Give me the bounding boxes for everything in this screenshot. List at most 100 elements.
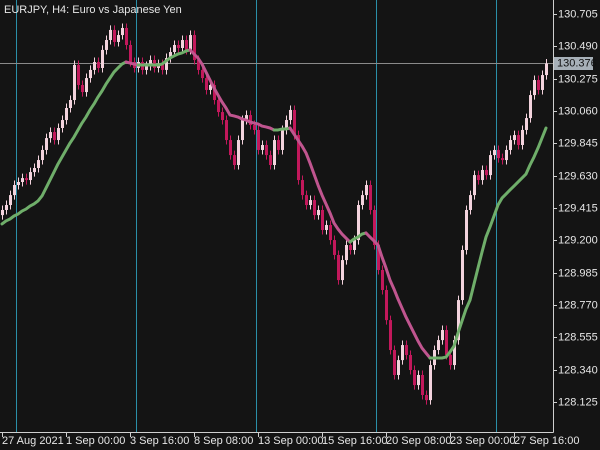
candle-body — [121, 27, 124, 36]
candle-body — [205, 78, 208, 90]
candle-body — [313, 200, 316, 216]
candle-body — [529, 95, 532, 119]
candle-body — [485, 169, 488, 176]
y-tick-label: 129.415 — [558, 202, 598, 214]
candle-body — [5, 205, 8, 210]
candle-body — [29, 172, 32, 181]
candle-body — [9, 195, 12, 206]
candle-body — [89, 69, 92, 79]
candle-body — [357, 205, 360, 241]
x-tick-label: 3 Sep 16:00 — [130, 435, 189, 447]
candle-body — [113, 29, 116, 42]
candle-body — [189, 35, 192, 50]
candle-body — [105, 40, 108, 50]
candle-body — [329, 225, 332, 241]
candle-body — [445, 330, 448, 355]
x-tick-label: 13 Sep 00:00 — [258, 435, 323, 447]
last-price-label: 130.376 — [557, 57, 597, 69]
candle-body — [409, 354, 412, 371]
candle-body — [461, 249, 464, 301]
candle-body — [377, 245, 380, 270]
x-tick-label: 23 Sep 00:00 — [450, 435, 515, 447]
y-tick-label: 130.705 — [558, 8, 598, 20]
indicator-falling — [188, 48, 276, 132]
y-tick-label: 128.555 — [558, 331, 598, 343]
candle-body — [173, 44, 176, 53]
candle-body — [269, 155, 272, 166]
candle-body — [493, 149, 496, 156]
candle-body — [325, 225, 328, 230]
candle-body — [109, 29, 112, 41]
candle-body — [201, 69, 204, 79]
candle-body — [245, 115, 248, 121]
candle-body — [181, 40, 184, 48]
candle-body — [309, 200, 312, 206]
x-tick-label: 27 Aug 2021 — [2, 435, 64, 447]
candle-body — [45, 138, 48, 150]
candle-body — [397, 360, 400, 375]
candle-body — [333, 240, 336, 255]
y-tick-label: 130.275 — [558, 73, 598, 85]
candle-body — [145, 66, 148, 70]
candle-body — [345, 245, 348, 261]
candle-body — [17, 182, 20, 186]
candle-body — [369, 185, 372, 210]
indicator — [0, 48, 548, 360]
candle-body — [225, 120, 228, 141]
indicator-rising — [272, 126, 292, 132]
candle-body — [273, 140, 276, 166]
y-tick-label: 130.060 — [558, 105, 598, 117]
candle-body — [149, 60, 152, 67]
candle-body — [385, 290, 388, 321]
candle-body — [25, 178, 28, 181]
candle-body — [101, 49, 104, 68]
candle-body — [321, 209, 324, 230]
candle-body — [217, 100, 220, 113]
candle-body — [185, 40, 188, 50]
candle-body — [401, 345, 404, 361]
candle-body — [381, 270, 384, 291]
indicator-rising — [136, 48, 192, 67]
y-tick-label: 128.985 — [558, 267, 598, 279]
candle-body — [97, 61, 100, 68]
candle-body — [501, 158, 504, 161]
candle-body — [69, 100, 72, 108]
candle-body — [117, 35, 120, 42]
candle-body — [301, 180, 304, 196]
candle-body — [213, 84, 216, 101]
y-tick-label: 128.770 — [558, 299, 598, 311]
candle-body — [449, 354, 452, 366]
candle-body — [281, 129, 284, 150]
candle-body — [61, 120, 64, 129]
candle-body — [81, 84, 84, 93]
candle-body — [57, 128, 60, 141]
candle-body — [93, 61, 96, 70]
candle-body — [417, 374, 420, 386]
candle-body — [509, 140, 512, 150]
separators — [16, 0, 497, 432]
candle-body — [257, 129, 260, 150]
candle-body — [349, 245, 352, 250]
candle-body — [21, 178, 24, 183]
candle-body — [517, 135, 520, 146]
candle-body — [453, 340, 456, 366]
candle-body — [177, 44, 180, 48]
candle-body — [365, 185, 368, 196]
candle-body — [389, 320, 392, 351]
y-tick-label: 129.845 — [558, 137, 598, 149]
candle-body — [1, 209, 4, 216]
candle-body — [505, 149, 508, 161]
candle-body — [393, 350, 396, 375]
candle-body — [261, 145, 264, 150]
candle-body — [85, 78, 88, 93]
candle-body — [521, 129, 524, 146]
candles — [1, 23, 548, 405]
candle-body — [37, 160, 40, 169]
x-tick-label: 1 Sep 00:00 — [66, 435, 125, 447]
candle-body — [221, 112, 224, 121]
indicator-rising — [348, 231, 368, 244]
y-tick-label: 130.490 — [558, 40, 598, 52]
